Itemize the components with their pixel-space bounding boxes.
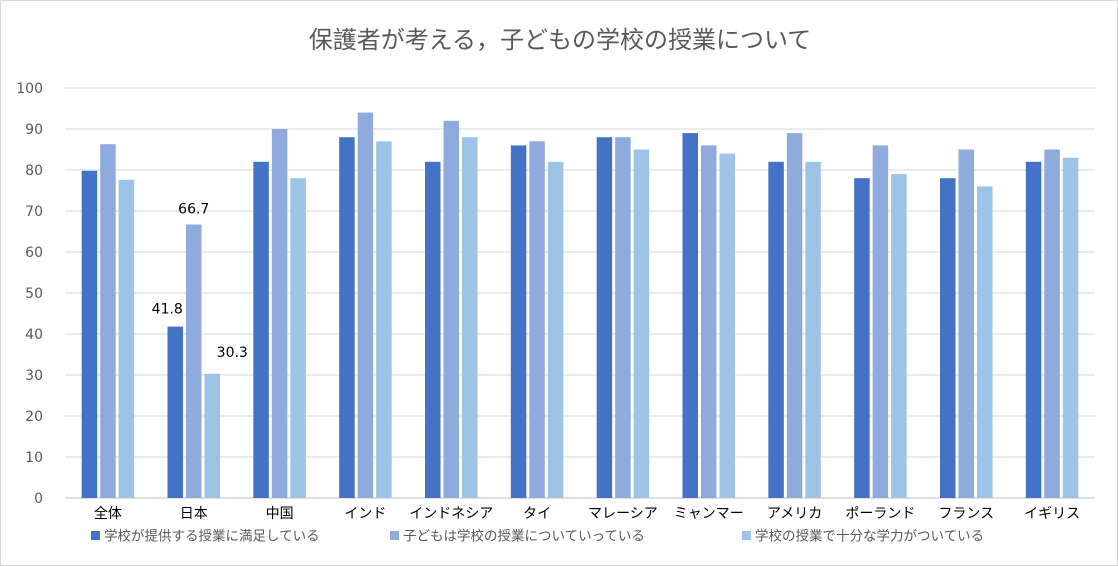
bar [443,120,459,499]
bar [253,161,269,499]
bar [977,186,993,498]
data-label: 66.7 [178,202,209,218]
bar [872,145,889,498]
x-tick-label: マレーシア [588,506,658,522]
bar [891,174,907,498]
x-tick-label: 日本 [180,506,208,522]
bar [167,326,183,498]
bar [958,149,974,498]
x-tick-label: 全体 [94,505,122,522]
y-tick-label: 80 [25,163,43,179]
bar [81,170,98,498]
bar [633,149,650,498]
bar [701,145,717,498]
bar [204,373,220,498]
y-tick-label: 70 [25,204,43,220]
legend-label: 学校の授業で十分な学力がついている [755,528,984,545]
y-tick-label: 10 [25,450,43,466]
bar [529,141,545,499]
bars [81,112,1079,499]
data-labels: 41.8 66.7 30.3 [152,202,248,361]
gridlines [65,87,1095,499]
bar [768,161,784,499]
legend-swatch [390,531,399,540]
y-tick-label: 60 [25,245,43,261]
y-tick-label: 50 [25,286,43,302]
bar [854,178,870,498]
bar [357,112,374,498]
bar [425,161,441,499]
bar [186,224,202,498]
x-tick-label: イギリス [1024,506,1080,522]
bar [682,133,698,498]
bar [1062,157,1079,498]
legend-swatch [742,531,751,540]
bar [805,161,821,499]
x-tick-label: フランス [938,506,994,522]
x-tick-label: 中国 [266,506,294,522]
legend-swatch [91,531,100,540]
bar [376,141,392,499]
bar [547,161,564,499]
bar [1044,149,1060,498]
chart-title: 保護者が考える，子どもの学校の授業について [309,26,812,54]
x-tick-label: インドネシア [409,506,493,522]
x-axis-ticks: 全体 日本 中国 インド インドネシア タイ マレーシア ミャンマー アメリカ ポーランド フランス… [94,505,1080,522]
bar [1025,161,1042,499]
legend-label: 学校が提供する授業に満足している [104,528,320,545]
bar [510,145,527,498]
bar [615,137,631,498]
bar [100,144,116,499]
y-axis-ticks: 0 10 20 30 40 50 60 70 80 90 100 [16,81,43,507]
bar [339,137,355,498]
bar [786,133,803,498]
bar [940,178,956,498]
legend: 学校が提供する授業に満足している 子どもは学校の授業についていっている 学校の授業で… [91,528,984,545]
bar [596,137,613,498]
legend-label: 子どもは学校の授業についていっている [403,528,645,545]
x-tick-label: ポーランド [845,506,915,522]
x-tick-label: インド [344,506,386,522]
x-tick-label: アメリカ [767,506,822,522]
bar [118,179,135,498]
y-tick-label: 40 [25,327,43,343]
y-tick-label: 30 [25,368,43,384]
bar [290,178,306,498]
y-tick-label: 90 [25,122,43,138]
x-tick-label: ミャンマー [674,506,744,522]
data-label: 30.3 [217,345,248,361]
y-tick-label: 0 [34,491,43,507]
bar [462,137,478,498]
bar [271,129,288,498]
y-tick-label: 20 [25,409,43,425]
bar [719,153,735,498]
x-tick-label: タイ [523,506,551,522]
y-tick-label: 100 [16,81,43,97]
data-label: 41.8 [152,302,183,318]
